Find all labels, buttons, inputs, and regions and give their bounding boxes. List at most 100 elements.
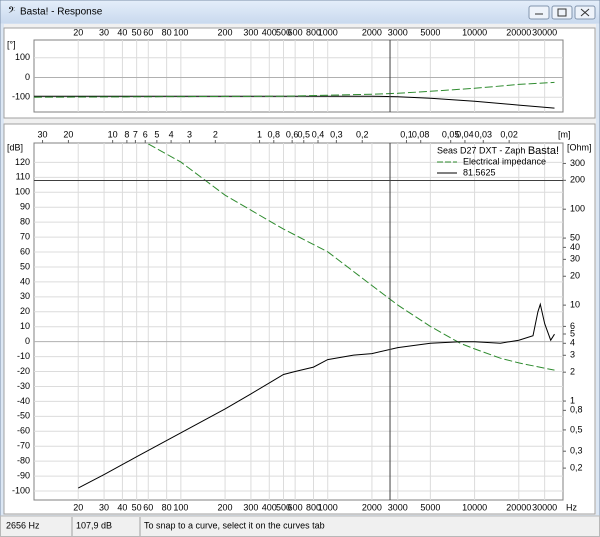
legend-title: Seas D27 DXT - Zaph [437, 145, 525, 155]
legend-label: Electrical impedance [463, 156, 546, 166]
y2-tick-label: 100 [570, 204, 585, 214]
series-group [77, 143, 555, 489]
x-tick-label: 600 [288, 502, 303, 512]
y-label: [°] [7, 39, 16, 49]
x2-tick-label: 0,2 [356, 129, 369, 139]
y-tick-label: 80 [20, 217, 30, 227]
y-tick-label: 120 [15, 157, 30, 167]
close-icon [580, 8, 590, 17]
status-frequency: 2656 Hz [6, 520, 40, 530]
x-tick-label: 500 [276, 502, 291, 512]
series-line [34, 95, 555, 109]
y-tick-label: 100 [15, 187, 30, 197]
x-tick-label: 20 [73, 502, 83, 512]
y-tick-label: -80 [17, 456, 30, 466]
x-tick-label: 2000 [362, 502, 382, 512]
x2-tick-label: 0,03 [475, 129, 493, 139]
x-tick-label: 100 [173, 27, 188, 37]
x2-tick-label: 0,02 [500, 129, 518, 139]
y-tick-label: -40 [17, 396, 30, 406]
x-tick-label: 20000 [506, 27, 531, 37]
x-tick-label: 3000 [388, 27, 408, 37]
y-tick-label: 100 [15, 52, 30, 62]
y-tick-label: -60 [17, 426, 30, 436]
y2-tick-label: 2 [570, 367, 575, 377]
series-line [148, 143, 555, 371]
x-tick-label: 40 [117, 27, 127, 37]
watermark: Basta! [528, 145, 559, 157]
x2-tick-label: 0,04 [456, 129, 474, 139]
y2-tick-label: 4 [570, 338, 575, 348]
y2-tick-label: 0,2 [570, 462, 583, 472]
y2-tick-label: 6 [570, 321, 575, 331]
y-label: [dB] [7, 142, 23, 152]
x-tick-label: 1000 [318, 502, 338, 512]
x-tick-label: 100 [173, 502, 188, 512]
x-tick-label: 60 [143, 502, 153, 512]
x-tick-label: 1000 [318, 27, 338, 37]
x2-tick-label: 5 [154, 129, 159, 139]
y2-tick-label: 30 [570, 254, 580, 264]
x-tick-label: 500 [276, 27, 291, 37]
x-tick-label: 30000 [532, 27, 557, 37]
x-tick-label: 60 [143, 27, 153, 37]
y-tick-label: 20 [20, 306, 30, 316]
x-unit: Hz [566, 502, 577, 512]
x-tick-label: 30 [99, 27, 109, 37]
y2-tick-label: 3 [570, 350, 575, 360]
y-tick-label: -20 [17, 366, 30, 376]
legend-label: 81.5625 [463, 167, 496, 177]
x2-tick-label: 30 [38, 129, 48, 139]
minimize-button[interactable] [528, 5, 550, 20]
x-tick-label: 20000 [506, 502, 531, 512]
app-icon: 𝄢 [8, 6, 15, 18]
x2-label: [m] [558, 129, 571, 139]
x-tick-label: 30000 [532, 502, 557, 512]
x2-tick-label: 1 [257, 129, 262, 139]
y-tick-label: 60 [20, 246, 30, 256]
x2-tick-label: 2 [213, 129, 218, 139]
y2-tick-label: 10 [570, 300, 580, 310]
y2-tick-label: 5 [570, 328, 575, 338]
y2-tick-label: 0,8 [570, 405, 583, 415]
y-tick-label: 0 [25, 72, 30, 82]
y2-tick-label: 300 [570, 158, 585, 168]
y2-tick-label: 1 [570, 395, 575, 405]
x-tick-label: 80 [162, 502, 172, 512]
y-tick-label: -50 [17, 411, 30, 421]
x2-tick-label: 20 [63, 129, 73, 139]
y-tick-label: 70 [20, 231, 30, 241]
y2-tick-label: 200 [570, 175, 585, 185]
x-tick-label: 5000 [420, 27, 440, 37]
maximize-icon [557, 8, 567, 17]
y2-tick-label: 0,5 [570, 424, 583, 434]
x-tick-label: 300 [243, 502, 258, 512]
y-tick-label: -90 [17, 470, 30, 480]
x2-tick-label: 0,3 [330, 129, 343, 139]
x2-tick-label: 0,4 [312, 129, 325, 139]
title-bar [0, 0, 600, 24]
x-tick-label: 3000 [388, 502, 408, 512]
y-tick-label: 0 [25, 336, 30, 346]
y-tick-label: 40 [20, 276, 30, 286]
y2-label: [Ohm] [567, 142, 592, 152]
y-tick-label: 50 [20, 261, 30, 271]
x-tick-label: 5000 [420, 502, 440, 512]
x-tick-label: 20 [73, 27, 83, 37]
maximize-button[interactable] [551, 5, 573, 20]
x2-tick-label: 0,08 [412, 129, 430, 139]
x2-tick-label: 0,5 [298, 129, 311, 139]
y-tick-label: 110 [16, 172, 30, 182]
series-group [34, 81, 555, 109]
status-hint: To snap to a curve, select it on the cur… [144, 520, 325, 530]
y2-tick-label: 0,3 [570, 446, 583, 456]
y2-tick-label: 50 [570, 232, 580, 242]
x-tick-label: 800 [306, 502, 321, 512]
y-tick-label: -100 [12, 92, 30, 102]
x2-tick-label: 10 [108, 129, 118, 139]
window-title: Basta! - Response [20, 7, 103, 18]
x2-tick-label: 6 [143, 129, 148, 139]
x-tick-label: 400 [262, 502, 277, 512]
